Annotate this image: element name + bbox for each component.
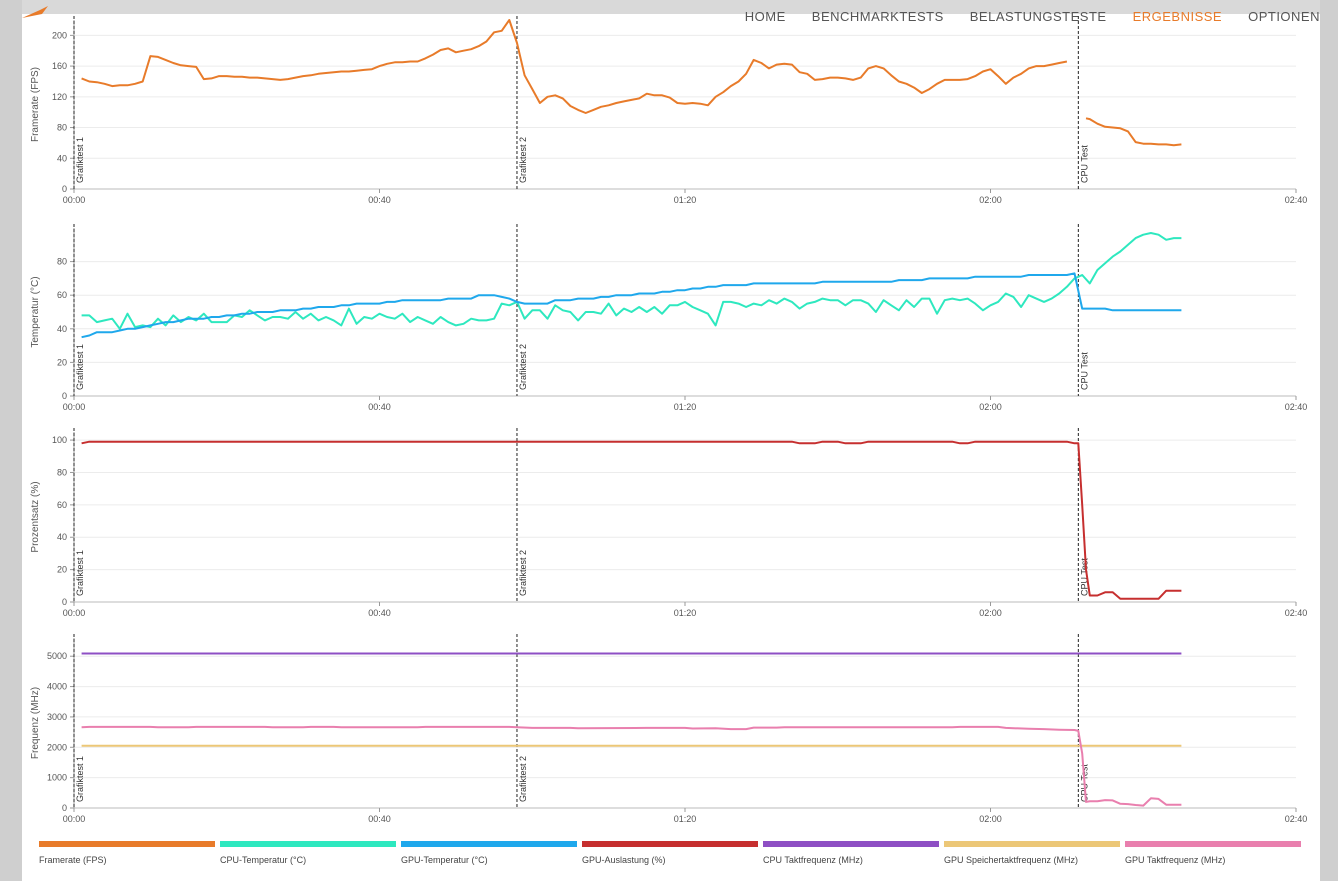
x-tick-label: 00:40 xyxy=(368,814,391,824)
legend-item-cpu-temperature[interactable]: CPU-Temperatur (°C) xyxy=(220,841,396,871)
y-tick-label: 80 xyxy=(57,257,67,267)
x-tick-label: 02:40 xyxy=(1285,814,1308,824)
series-line xyxy=(1085,117,1182,147)
legend-item-gpu-temperature[interactable]: GPU-Temperatur (°C) xyxy=(401,841,577,871)
logo-icon xyxy=(22,6,48,20)
x-tick-label: 02:40 xyxy=(1285,402,1308,412)
x-tick-label: 01:20 xyxy=(674,608,697,618)
legend-swatch xyxy=(401,841,577,847)
y-tick-label: 40 xyxy=(57,532,67,542)
y-tick-label: 5000 xyxy=(47,651,67,661)
test-marker-label: CPU Test xyxy=(1079,145,1089,183)
x-tick-label: 00:00 xyxy=(63,814,86,824)
test-marker-label: Grafiktest 2 xyxy=(518,550,528,596)
nav-benchmarktests[interactable]: BENCHMARKTESTS xyxy=(811,9,944,24)
legend-item-cpu-clock[interactable]: CPU Taktfrequenz (MHz) xyxy=(763,841,939,871)
test-marker-label: CPU Test xyxy=(1079,558,1089,596)
x-tick-label: 02:40 xyxy=(1285,195,1308,205)
x-tick-label: 00:40 xyxy=(368,608,391,618)
series-line xyxy=(81,725,1182,807)
x-tick-label: 00:40 xyxy=(368,402,391,412)
y-tick-label: 40 xyxy=(57,324,67,334)
background-shard xyxy=(0,0,22,881)
y-tick-label: 80 xyxy=(57,123,67,133)
test-marker-label: Grafiktest 1 xyxy=(75,550,85,596)
test-marker-label: Grafiktest 1 xyxy=(75,756,85,802)
y-tick-label: 200 xyxy=(52,30,67,40)
y-axis-label: Framerate (FPS) xyxy=(30,67,41,142)
series-line xyxy=(81,272,1182,339)
legend-label: GPU-Temperatur (°C) xyxy=(401,855,488,865)
legend-item-gpu-clock[interactable]: GPU Taktfrequenz (MHz) xyxy=(1125,841,1301,871)
test-marker-label: Grafiktest 1 xyxy=(75,344,85,390)
chart-legend: Framerate (FPS) CPU-Temperatur (°C) GPU-… xyxy=(39,841,1309,871)
legend-item-gpu-utilization[interactable]: GPU-Auslastung (%) xyxy=(582,841,758,871)
nav-ergebnisse[interactable]: ERGEBNISSE xyxy=(1132,9,1223,24)
legend-label: GPU Speichertaktfrequenz (MHz) xyxy=(944,855,1079,865)
top-navigation: HOME BENCHMARKTESTS BELASTUNGSTESTE ERGE… xyxy=(745,9,1320,31)
y-tick-label: 20 xyxy=(57,357,67,367)
test-marker-label: Grafiktest 1 xyxy=(75,137,85,183)
y-tick-label: 4000 xyxy=(47,682,67,692)
legend-label: GPU Taktfrequenz (MHz) xyxy=(1125,855,1226,865)
test-marker-label: Grafiktest 2 xyxy=(518,756,528,802)
y-tick-label: 120 xyxy=(52,92,67,102)
y-tick-label: 0 xyxy=(62,803,67,813)
nav-belastungsteste[interactable]: BELASTUNGSTESTE xyxy=(969,9,1107,24)
test-marker-label: Grafiktest 2 xyxy=(518,344,528,390)
legend-swatch xyxy=(944,841,1120,847)
legend-item-framerate[interactable]: Framerate (FPS) xyxy=(39,841,215,871)
y-tick-label: 40 xyxy=(57,153,67,163)
x-tick-label: 00:00 xyxy=(63,608,86,618)
series-line xyxy=(81,440,1182,600)
y-tick-label: 60 xyxy=(57,290,67,300)
x-tick-label: 02:00 xyxy=(979,195,1002,205)
y-tick-label: 80 xyxy=(57,467,67,477)
nav-optionen[interactable]: OPTIONEN xyxy=(1248,9,1320,24)
x-tick-label: 01:20 xyxy=(674,195,697,205)
y-tick-label: 0 xyxy=(62,391,67,401)
y-tick-label: 100 xyxy=(52,435,67,445)
x-tick-label: 02:00 xyxy=(979,608,1002,618)
x-tick-label: 00:00 xyxy=(63,195,86,205)
series-line xyxy=(81,232,1182,330)
y-axis-label: Frequenz (MHz) xyxy=(30,687,41,759)
legend-item-gpu-memory-clock[interactable]: GPU Speichertaktfrequenz (MHz) xyxy=(944,841,1120,871)
x-tick-label: 01:20 xyxy=(674,402,697,412)
y-axis-label: Prozentsatz (%) xyxy=(30,481,41,552)
legend-label: Framerate (FPS) xyxy=(39,855,107,865)
x-tick-label: 02:00 xyxy=(979,402,1002,412)
y-tick-label: 20 xyxy=(57,565,67,575)
series-line xyxy=(81,19,1068,114)
y-tick-label: 160 xyxy=(52,61,67,71)
nav-home[interactable]: HOME xyxy=(744,9,786,24)
legend-label: GPU-Auslastung (%) xyxy=(582,855,666,865)
y-tick-label: 3000 xyxy=(47,712,67,722)
y-tick-label: 1000 xyxy=(47,773,67,783)
legend-swatch xyxy=(763,841,939,847)
x-tick-label: 02:00 xyxy=(979,814,1002,824)
test-marker-label: Grafiktest 2 xyxy=(518,137,528,183)
legend-label: CPU-Temperatur (°C) xyxy=(220,855,307,865)
background-shard xyxy=(1320,0,1338,881)
y-axis-label: Temperatur (°C) xyxy=(30,276,41,347)
x-tick-label: 00:40 xyxy=(368,195,391,205)
x-tick-label: 00:00 xyxy=(63,402,86,412)
legend-swatch xyxy=(39,841,215,847)
legend-swatch xyxy=(582,841,758,847)
y-tick-label: 2000 xyxy=(47,742,67,752)
x-tick-label: 02:40 xyxy=(1285,608,1308,618)
y-tick-label: 60 xyxy=(57,500,67,510)
x-tick-label: 01:20 xyxy=(674,814,697,824)
y-tick-label: 0 xyxy=(62,184,67,194)
legend-swatch xyxy=(1125,841,1301,847)
legend-label: CPU Taktfrequenz (MHz) xyxy=(763,855,863,865)
legend-swatch xyxy=(220,841,396,847)
test-marker-label: CPU Test xyxy=(1079,352,1089,390)
y-tick-label: 0 xyxy=(62,597,67,607)
